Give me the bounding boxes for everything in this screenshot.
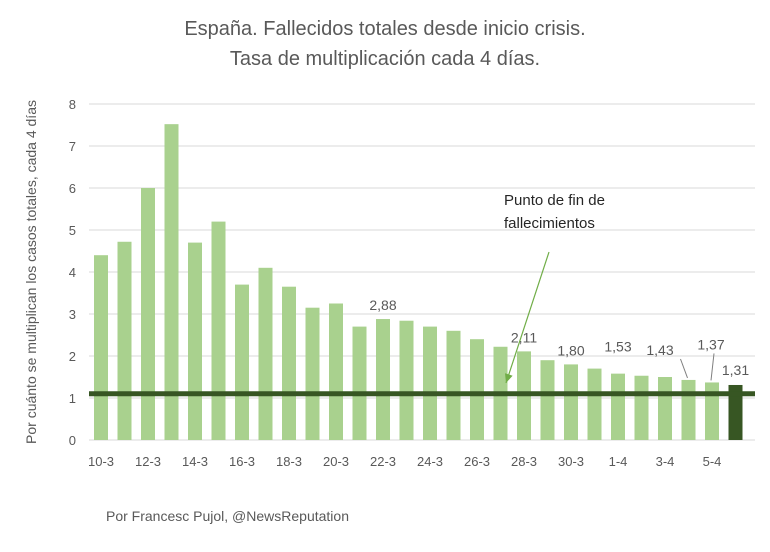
annotation-arrowhead [505, 373, 513, 383]
x-tick-label: 3-4 [656, 454, 675, 469]
y-tick-label: 1 [69, 391, 76, 406]
y-tick-label: 3 [69, 307, 76, 322]
bar [235, 284, 249, 440]
y-tick-label: 2 [69, 349, 76, 364]
data-label: 2,88 [369, 297, 396, 313]
bar [611, 373, 625, 440]
data-label: 1,31 [722, 362, 749, 378]
bar [376, 319, 390, 440]
bar [658, 377, 672, 440]
y-tick-label: 6 [69, 181, 76, 196]
data-label: 2,11 [511, 329, 537, 345]
x-tick-label: 24-3 [417, 454, 443, 469]
data-label: 1,53 [604, 339, 631, 355]
bar [352, 326, 367, 440]
bar [164, 124, 179, 440]
bar [399, 320, 414, 440]
chart-title: España. Fallecidos totales desde inicio … [0, 14, 770, 74]
y-tick-label: 5 [69, 223, 76, 238]
x-tick-label: 5-4 [703, 454, 722, 469]
x-tick-label: 1-4 [609, 454, 628, 469]
x-tick-label: 18-3 [276, 454, 302, 469]
bar [564, 364, 578, 440]
y-axis-label: Por cuánto se multiplican los casos tota… [23, 100, 39, 444]
bar [540, 360, 555, 440]
bar [728, 384, 743, 440]
x-tick-label: 26-3 [464, 454, 490, 469]
bar [470, 339, 484, 440]
bar [211, 221, 226, 440]
bar [141, 188, 155, 440]
data-label: 1,37 [697, 336, 724, 352]
x-tick-label: 14-3 [182, 454, 208, 469]
bar [117, 241, 132, 440]
annotation-text: Punto de fin de [504, 192, 605, 209]
bar [587, 368, 602, 440]
x-tick-label: 10-3 [88, 454, 114, 469]
x-tick-label: 28-3 [511, 454, 537, 469]
chart-title-line-1: España. Fallecidos totales desde inicio … [184, 18, 586, 40]
y-tick-label: 7 [69, 139, 76, 154]
x-tick-label: 30-3 [558, 454, 584, 469]
bar [188, 242, 202, 440]
y-tick-label: 4 [69, 265, 76, 280]
label-leader-line [710, 353, 715, 381]
bar [305, 307, 320, 440]
label-leader-line [680, 358, 688, 379]
data-label: 1,43 [646, 342, 673, 358]
credit-text: Por Francesc Pujol, @NewsReputation [106, 508, 349, 524]
bar [94, 255, 108, 440]
y-tick-label: 0 [69, 433, 76, 448]
x-tick-label: 16-3 [229, 454, 255, 469]
annotation-arrow [505, 251, 550, 384]
data-label: 1,80 [557, 342, 584, 358]
bar [329, 303, 343, 440]
x-tick-label: 20-3 [323, 454, 349, 469]
bar [423, 326, 437, 440]
chart-title-line-2: Tasa de multiplicación cada 4 días. [229, 48, 541, 70]
bar [282, 286, 296, 440]
annotation-text: fallecimientos [504, 215, 595, 232]
bar [705, 382, 719, 440]
y-tick-label: 8 [69, 97, 76, 112]
bar [258, 267, 273, 440]
bar [681, 379, 696, 440]
x-tick-label: 22-3 [370, 454, 396, 469]
x-tick-label: 12-3 [135, 454, 161, 469]
bar [634, 375, 649, 440]
bar [446, 330, 461, 440]
